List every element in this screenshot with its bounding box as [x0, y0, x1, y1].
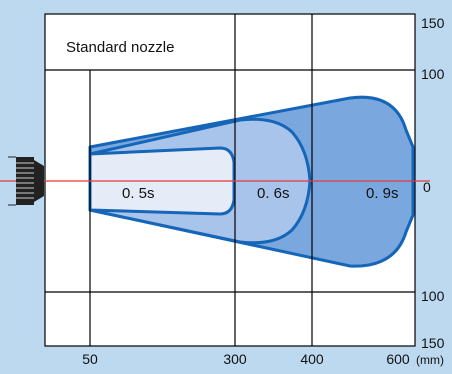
x-tick-label: 50 — [82, 351, 98, 367]
grid-lines — [45, 14, 415, 346]
zone-label-0-6s: 0. 6s — [257, 185, 290, 202]
y-tick-label: 100 — [421, 288, 445, 304]
zone-label-0-5s: 0. 5s — [122, 185, 155, 202]
y-tick-label: 0 — [423, 179, 431, 195]
x-tick-label: 600 — [386, 351, 410, 367]
x-tick-label: 300 — [223, 351, 247, 367]
y-tick-label: 150 — [421, 15, 445, 31]
y-tick-label: 150 — [421, 335, 445, 351]
x-tick-label: 400 — [300, 351, 324, 367]
diagram-title: Standard nozzle — [66, 39, 174, 56]
x-axis-unit: (mm) — [416, 353, 444, 367]
zone-label-0-9s: 0. 9s — [366, 185, 399, 202]
nozzle-icon — [8, 156, 44, 206]
y-tick-label: 100 — [421, 66, 445, 82]
